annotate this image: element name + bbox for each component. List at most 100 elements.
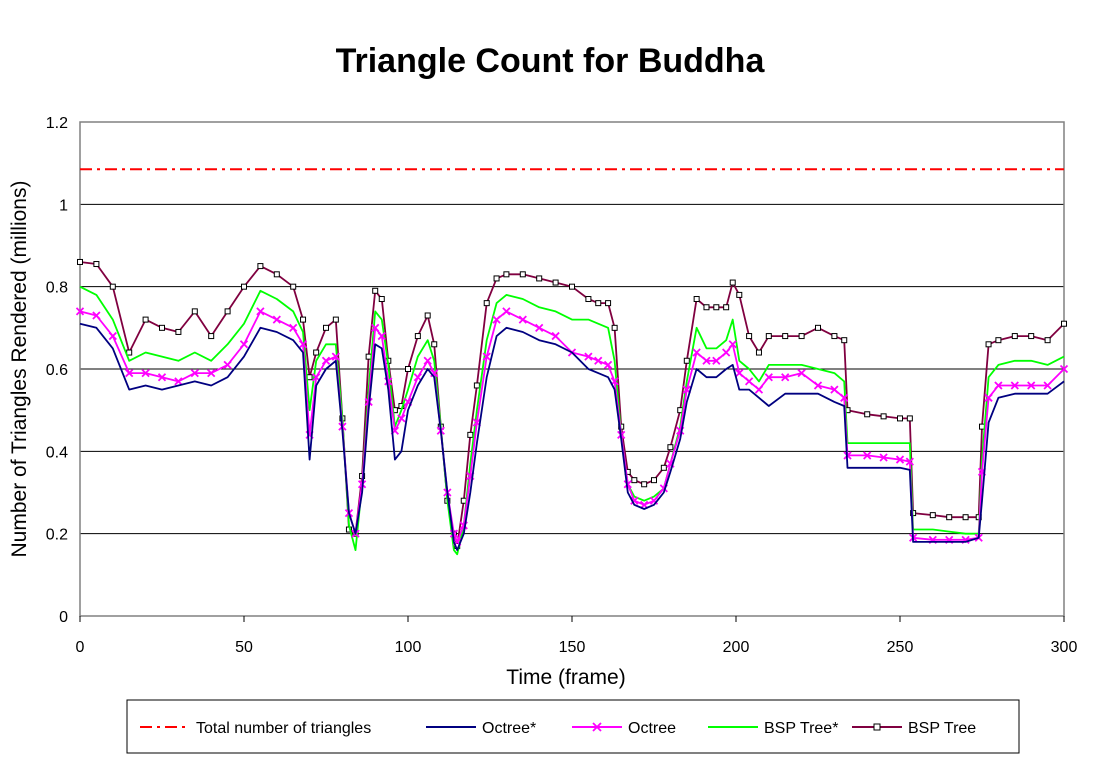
data-point-marker <box>75 307 85 316</box>
series-bsp-tree <box>77 258 1067 550</box>
legend: Total number of triangles Octree* Octree BS… <box>140 720 976 737</box>
data-point-marker <box>405 366 411 372</box>
data-point-marker <box>191 308 198 315</box>
data-point-marker <box>109 283 116 290</box>
data-point-marker <box>372 287 379 294</box>
y-axis-label: Number of Triangles Rendered (millions) <box>8 181 31 558</box>
data-point-marker <box>735 368 744 378</box>
data-point-marker <box>483 300 490 307</box>
data-point-marker <box>423 356 432 365</box>
data-point-marker <box>603 360 613 370</box>
x-tick-label: 50 <box>235 639 253 656</box>
data-point-marker <box>371 323 380 332</box>
legend-item: BSP Tree <box>852 720 976 737</box>
data-point-marker <box>764 373 773 382</box>
data-point-marker <box>1044 337 1051 344</box>
data-point-marker <box>746 333 753 340</box>
data-point-marker <box>995 337 1002 344</box>
gridlines <box>80 203 1064 535</box>
data-point-marker <box>142 316 149 323</box>
data-point-marker <box>1027 381 1036 390</box>
data-point-marker <box>552 279 559 286</box>
x-tick-label: 100 <box>395 639 422 656</box>
series-line <box>79 285 1065 556</box>
data-point-marker <box>660 464 667 471</box>
legend-marker <box>592 722 602 732</box>
x-axis-label: Time (frame) <box>506 666 625 689</box>
series-octree <box>75 307 1069 547</box>
x-tick-label: 300 <box>1051 639 1078 656</box>
x-tick-label: 250 <box>887 639 914 656</box>
series-line <box>79 322 1065 551</box>
data-point-marker <box>467 431 474 438</box>
y-tick-label: 0.8 <box>46 280 68 297</box>
data-point-marker <box>239 340 249 349</box>
data-point-marker <box>519 271 526 278</box>
data-point-marker <box>190 368 199 378</box>
data-point-marker <box>208 333 215 340</box>
data-point-marker <box>424 312 431 319</box>
data-point-marker <box>623 480 632 489</box>
legend-marker <box>873 723 881 731</box>
data-point-marker <box>77 258 83 265</box>
x-tick-label: 200 <box>723 639 750 656</box>
legend-label: Total number of triangles <box>196 720 371 737</box>
legend-label: Octree <box>628 720 676 737</box>
data-point-marker <box>223 360 232 370</box>
data-point-marker <box>651 477 657 484</box>
data-point-marker <box>503 271 510 278</box>
data-point-marker <box>332 316 339 323</box>
data-point-marker <box>493 275 500 282</box>
data-point-marker <box>1059 364 1069 374</box>
data-point-marker <box>569 283 575 290</box>
data-point-marker <box>630 496 639 505</box>
legend-item: Total number of triangles <box>140 720 371 737</box>
data-point-marker <box>797 368 806 378</box>
legend-item: Octree <box>572 720 676 737</box>
data-point-marker <box>994 381 1003 390</box>
data-point-marker <box>257 263 264 270</box>
data-point-marker <box>880 413 887 420</box>
data-point-marker <box>815 324 821 331</box>
data-point-marker <box>312 373 321 382</box>
data-point-marker <box>482 352 491 361</box>
data-point-marker <box>378 296 385 303</box>
data-point-marker <box>895 455 905 464</box>
data-point-marker <box>830 385 839 394</box>
data-point-marker <box>864 411 871 418</box>
data-point-marker <box>313 349 320 356</box>
data-point-marker <box>300 316 307 323</box>
data-point-marker <box>92 311 101 320</box>
data-point-marker <box>1043 381 1052 390</box>
data-point-marker <box>377 331 386 341</box>
data-point-marker <box>929 512 936 519</box>
y-tick-label: 0.6 <box>46 362 68 379</box>
data-point-marker <box>605 300 612 307</box>
data-point-marker <box>518 315 527 324</box>
data-point-marker <box>108 331 117 341</box>
data-point-marker <box>175 328 182 335</box>
data-point-marker <box>207 368 216 378</box>
data-point-marker <box>863 451 872 460</box>
legend-label: BSP Tree <box>908 720 976 737</box>
data-point-marker <box>728 340 737 349</box>
data-point-marker <box>723 304 730 311</box>
data-point-marker <box>157 373 167 382</box>
series-octree- <box>79 322 1065 551</box>
data-point-marker <box>584 352 593 361</box>
series-lines <box>75 168 1069 556</box>
data-point-marker <box>798 333 805 340</box>
legend-label: BSP Tree* <box>764 720 838 737</box>
data-point-marker <box>536 275 543 282</box>
data-point-marker <box>321 356 331 365</box>
data-point-marker <box>290 283 297 290</box>
data-point-marker <box>905 457 914 466</box>
data-point-marker <box>594 356 603 365</box>
data-point-marker <box>985 341 992 348</box>
data-point-marker <box>703 304 710 311</box>
data-point-marker <box>781 373 790 382</box>
data-point-marker <box>736 291 743 298</box>
y-tick-label: 0 <box>59 609 68 626</box>
data-point-marker <box>159 324 165 331</box>
